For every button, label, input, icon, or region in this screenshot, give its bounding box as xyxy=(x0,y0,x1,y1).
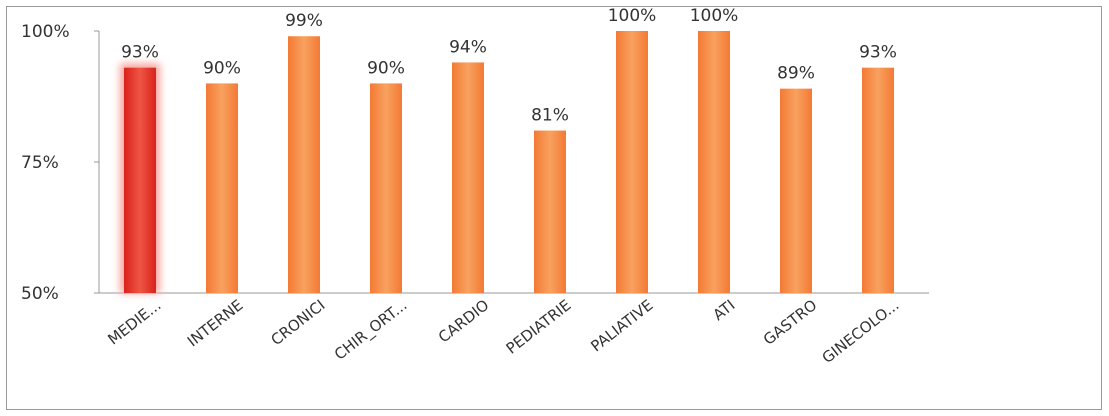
y-tick-label: 75% xyxy=(21,153,59,173)
bar xyxy=(370,83,402,294)
x-category-label: PALIATIVE xyxy=(587,296,656,355)
data-label: 81% xyxy=(531,106,569,126)
data-labels: 93% 90% 99% 90% 94% 81% 100% 100% 89% 93% xyxy=(121,7,897,126)
bar xyxy=(288,36,320,294)
data-label: 93% xyxy=(121,43,159,63)
y-tick-label: 100% xyxy=(21,22,70,42)
bar xyxy=(206,83,238,294)
bar xyxy=(452,62,484,293)
bar xyxy=(124,67,156,294)
bar xyxy=(862,67,894,294)
data-label: 93% xyxy=(859,43,897,63)
x-category-label: MEDIE... xyxy=(104,296,164,348)
chart-frame: 100% 75% 50% 93% 90% 99% 90% 94% 81% 100% 100% 89%… xyxy=(6,6,1102,410)
x-category-label: CARDIO xyxy=(435,296,493,346)
data-label: 89% xyxy=(777,64,815,84)
bar xyxy=(534,130,566,293)
data-label: 100% xyxy=(608,7,657,26)
data-label: 90% xyxy=(367,58,405,78)
x-category-label: INTERNE xyxy=(184,296,247,350)
x-category-label: GASTRO xyxy=(760,296,821,349)
bar xyxy=(698,31,730,293)
x-category-label: CHIR_ORT... xyxy=(331,296,411,364)
x-category-label: ATI xyxy=(710,296,739,324)
data-label: 99% xyxy=(285,11,323,31)
x-category-label: GINECOLO... xyxy=(819,296,903,367)
data-label: 100% xyxy=(690,7,739,26)
x-category-label: CRONICI xyxy=(268,296,329,349)
data-label: 94% xyxy=(449,37,487,57)
bars xyxy=(120,31,894,294)
bar-chart: 100% 75% 50% 93% 90% 99% 90% 94% 81% 100% 100% 89%… xyxy=(21,7,929,367)
x-axis-categories: MEDIE... INTERNE CRONICI CHIR_ORT... CARDIO P… xyxy=(104,296,902,367)
x-category-label: PEDIATRIE xyxy=(503,296,575,358)
y-tick-label: 50% xyxy=(21,284,59,304)
data-label: 90% xyxy=(203,58,241,78)
bar xyxy=(616,31,648,293)
bar xyxy=(780,88,812,293)
